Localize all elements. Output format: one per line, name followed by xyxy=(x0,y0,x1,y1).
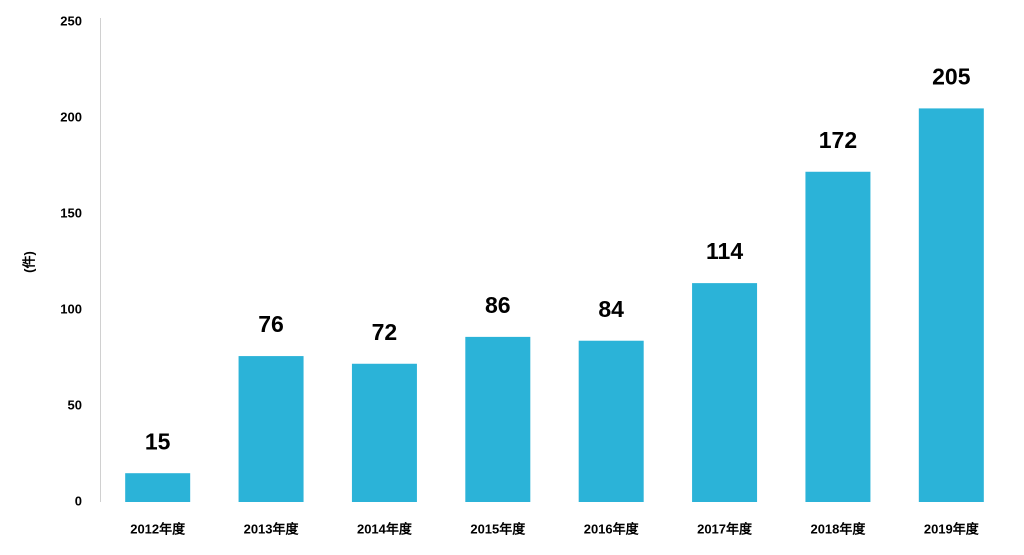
value-label: 205 xyxy=(932,63,971,89)
value-label: 172 xyxy=(819,127,857,153)
bar xyxy=(465,336,531,502)
bar xyxy=(692,283,758,502)
bar xyxy=(578,340,644,502)
bar xyxy=(351,363,417,502)
value-label: 72 xyxy=(372,319,398,345)
bar xyxy=(918,108,984,503)
x-tick-label: 2012年度 xyxy=(130,521,186,536)
value-label: 76 xyxy=(258,311,284,337)
y-tick-label: 50 xyxy=(68,397,82,412)
value-label: 84 xyxy=(598,296,624,322)
y-tick-label: 100 xyxy=(60,301,82,316)
x-tick-label: 2014年度 xyxy=(357,521,413,536)
y-tick-label: 0 xyxy=(75,493,82,508)
bar xyxy=(238,356,304,502)
y-tick-label: 200 xyxy=(60,109,82,124)
y-tick-label: 250 xyxy=(60,13,82,28)
y-axis-label: (件) xyxy=(21,251,36,273)
value-label: 15 xyxy=(145,428,171,454)
x-tick-label: 2018年度 xyxy=(810,521,866,536)
x-tick-label: 2013年度 xyxy=(244,521,300,536)
x-tick-label: 2015年度 xyxy=(470,521,526,536)
value-label: 86 xyxy=(485,292,511,318)
bar xyxy=(805,171,871,502)
x-tick-label: 2016年度 xyxy=(584,521,640,536)
y-tick-label: 150 xyxy=(60,205,82,220)
x-tick-label: 2019年度 xyxy=(924,521,980,536)
x-tick-label: 2017年度 xyxy=(697,521,753,536)
value-label: 114 xyxy=(706,238,743,264)
bar xyxy=(125,473,191,502)
